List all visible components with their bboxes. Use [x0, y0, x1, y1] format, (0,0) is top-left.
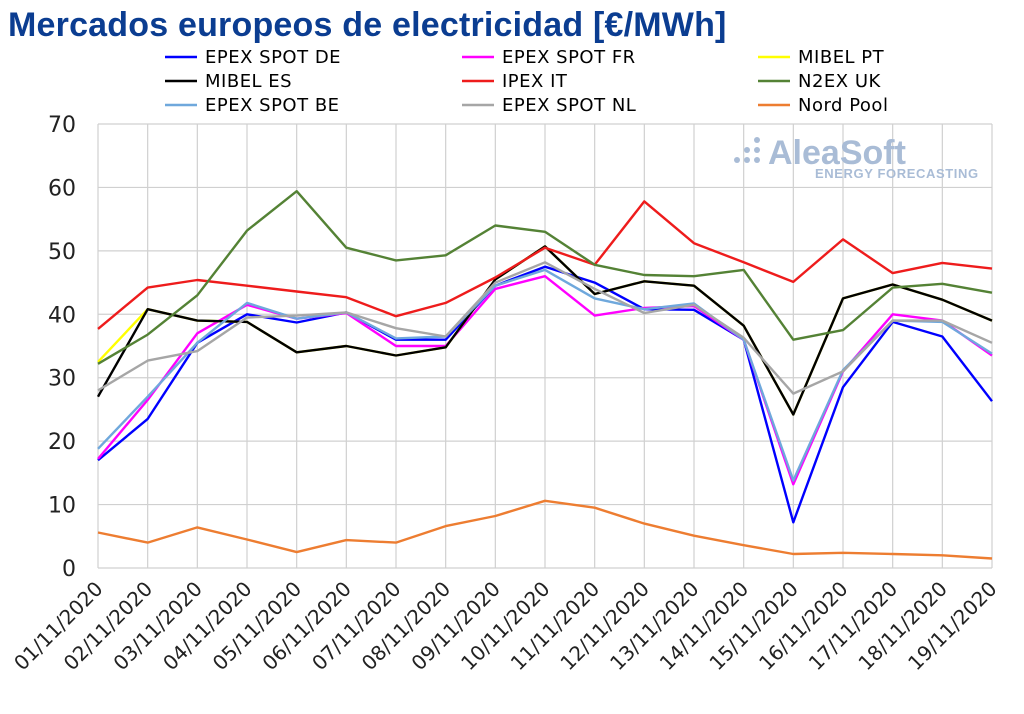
- x-axis: 01/11/202002/11/202003/11/202004/11/2020…: [9, 577, 1001, 675]
- y-axis: 0 10 20 30 40 50 60 70: [48, 113, 76, 582]
- legend-label: MIBEL PT: [798, 47, 885, 68]
- y-tick-label: 10: [48, 494, 76, 519]
- series-line-ipex-it: [97, 200, 993, 330]
- series-line-nord-pool: [97, 499, 993, 560]
- y-tick-label: 20: [48, 430, 76, 455]
- series-line-n2ex-uk: [97, 189, 993, 365]
- logo-name: AleaSoft: [768, 134, 906, 172]
- legend-label: EPEX SPOT FR: [502, 47, 636, 68]
- y-tick-label: 40: [48, 303, 76, 328]
- y-tick-label: 70: [48, 113, 76, 138]
- legend-label: EPEX SPOT DE: [205, 47, 341, 68]
- chart-title: Mercados europeos de electricidad [€/MWh…: [8, 6, 727, 44]
- y-tick-label: 50: [48, 240, 76, 265]
- legend-label: EPEX SPOT BE: [205, 95, 340, 116]
- series-layer: [96, 189, 993, 560]
- legend-label: IPEX IT: [502, 71, 568, 92]
- series-line-epex-spot-de: [97, 265, 993, 524]
- legend: EPEX SPOT DE EPEX SPOT FR MIBEL PT MIBEL ES…: [165, 47, 888, 116]
- y-tick-label: 30: [48, 367, 76, 392]
- aleasoft-logo: AleaSoft ENERGY FORECASTING: [734, 134, 979, 181]
- legend-label: N2EX UK: [798, 71, 882, 92]
- y-tick-label: 60: [48, 176, 76, 201]
- series-line-mibel-es: [96, 245, 993, 416]
- legend-label: Nord Pool: [798, 95, 888, 116]
- y-tick-label: 0: [62, 557, 76, 582]
- series-line-epex-spot-nl: [97, 261, 993, 395]
- legend-label: MIBEL ES: [205, 71, 292, 92]
- logo-tagline: ENERGY FORECASTING: [815, 166, 979, 181]
- legend-label: EPEX SPOT NL: [502, 95, 636, 116]
